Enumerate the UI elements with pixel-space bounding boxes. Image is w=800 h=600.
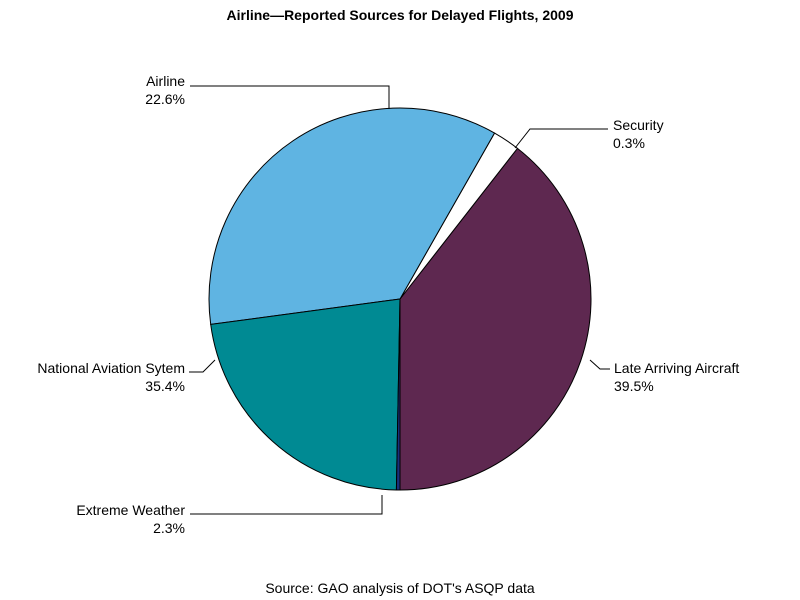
pie-slice-late-arriving-aircraft [399, 147, 592, 491]
slice-value-extreme-weather: 2.3% [153, 520, 185, 536]
slice-labels: Late Arriving Aircraft 39.5% Extreme Weath… [37, 73, 739, 536]
slice-value-late-arriving-aircraft: 39.5% [614, 378, 654, 394]
slice-label-late-arriving-aircraft: Late Arriving Aircraft [614, 360, 739, 376]
pie-slice-national-aviation-sytem [208, 107, 496, 325]
leader-line-airline [190, 85, 390, 109]
slice-label-airline: Airline [146, 73, 185, 89]
leader-lines [189, 85, 610, 515]
leader-line-extreme-weather [190, 495, 383, 515]
slice-value-national-aviation-sytem: 35.4% [145, 378, 185, 394]
slice-value-security: 0.3% [613, 135, 645, 151]
slice-label-extreme-weather: Extreme Weather [76, 502, 185, 518]
slice-label-security: Security [613, 117, 664, 133]
pie-slice-airline [210, 298, 401, 491]
leader-line-national-aviation-sytem [189, 359, 216, 373]
chart-footnote: Source: GAO analysis of DOT's ASQP data [265, 580, 535, 596]
slice-label-national-aviation-sytem: National Aviation Sytem [37, 360, 185, 376]
leader-line-security [514, 128, 608, 149]
chart-title: Airline—Reported Sources for Delayed Fli… [227, 7, 574, 23]
pie-slices [208, 107, 592, 491]
leader-line-late-arriving-aircraft [589, 359, 610, 370]
pie-slice-security [395, 298, 401, 491]
slice-value-airline: 22.6% [145, 91, 185, 107]
